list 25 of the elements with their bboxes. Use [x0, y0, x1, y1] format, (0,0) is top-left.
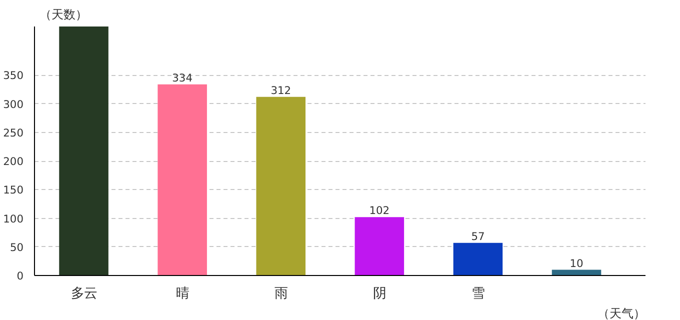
x-tick-label: 阴 — [372, 286, 386, 302]
bar — [59, 26, 108, 276]
bar — [453, 242, 503, 276]
data-label: 312 — [270, 84, 292, 97]
bar — [256, 96, 306, 276]
y-tick-label: 250 — [3, 126, 24, 140]
x-axis-title: （天气） — [598, 306, 646, 320]
data-label: 334 — [172, 71, 193, 84]
bar — [354, 217, 404, 276]
data-label: 10 — [570, 256, 584, 270]
y-tick-label: 150 — [3, 184, 24, 197]
y-tick-label: 50 — [10, 240, 24, 254]
x-tick-label: 多云 — [70, 286, 97, 302]
data-label: 102 — [369, 204, 390, 218]
x-tick-label: 雪 — [471, 286, 484, 302]
y-tick-label: 300 — [3, 98, 24, 111]
x-tick-label: 雨 — [274, 286, 288, 302]
y-tick-label: 200 — [3, 155, 24, 168]
data-label: 57 — [471, 230, 485, 243]
bar — [158, 84, 207, 276]
y-tick-label: 350 — [3, 69, 24, 82]
y-tick-label: 0 — [16, 270, 24, 282]
y-axis-title: （天数） — [40, 8, 88, 22]
y-tick-label: 100 — [3, 212, 24, 226]
x-tick-label: 晴 — [176, 286, 189, 302]
